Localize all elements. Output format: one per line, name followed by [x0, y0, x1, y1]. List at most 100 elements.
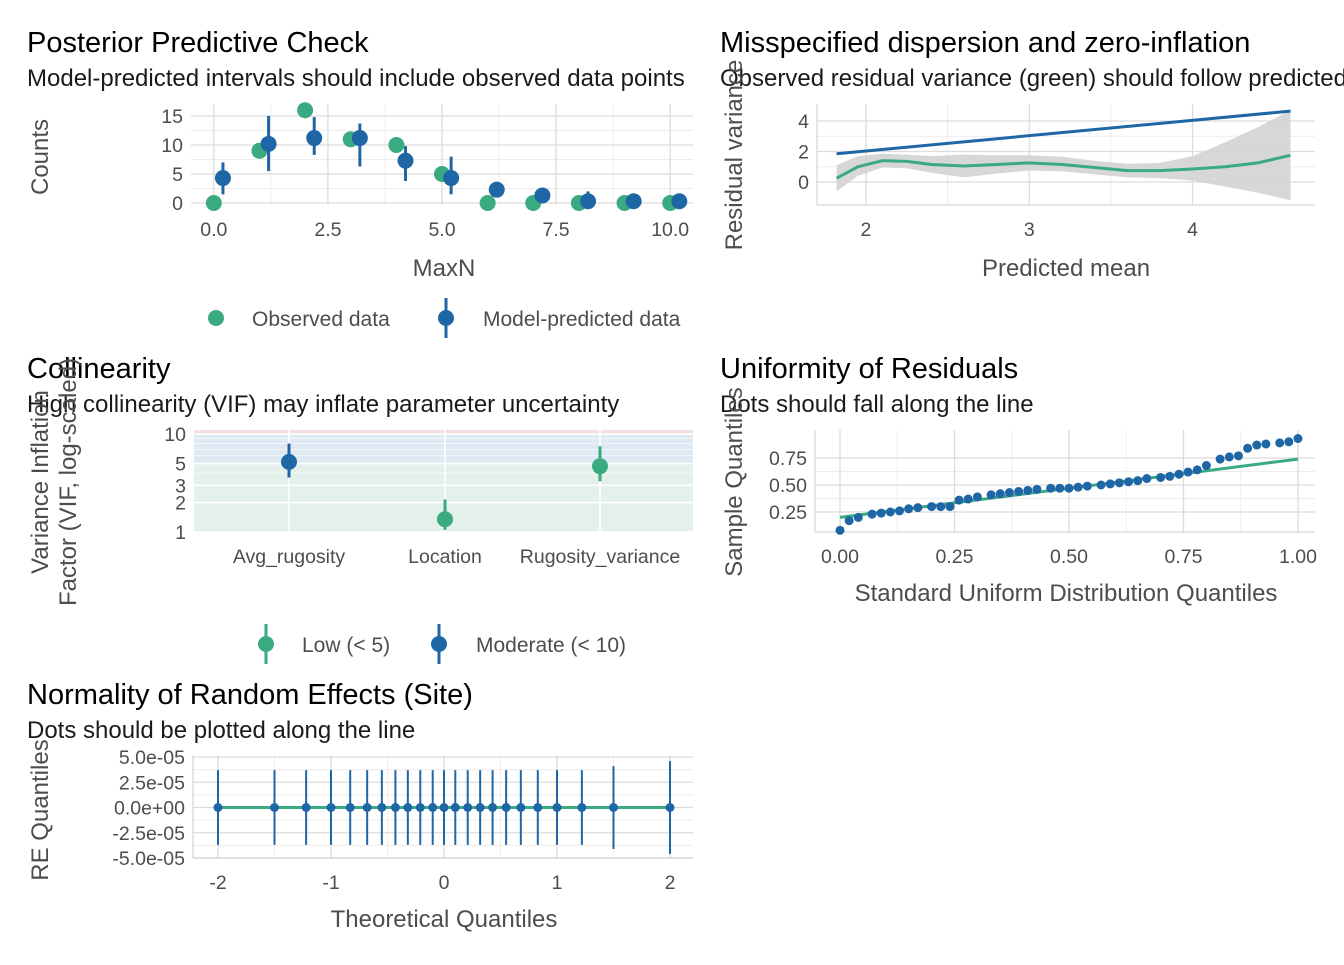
uniformity-point	[1055, 483, 1065, 493]
uniformity-ylabel: Sample Quantiles	[721, 387, 748, 576]
vif-xtick-label: Avg_rugosity	[233, 546, 346, 568]
observed-point	[388, 137, 405, 153]
ppc-plot-area: 0.0 2.5 5.0 7.5 10.0 0 5 10 15	[161, 102, 693, 241]
re-ytick-label: -5.0e-05	[112, 848, 185, 870]
ppc-panel: Posterior Predictive Check Model-predict…	[27, 27, 693, 338]
uniformity-point	[995, 489, 1005, 499]
uniformity-point	[1096, 480, 1106, 490]
uniformity-point	[1114, 478, 1124, 488]
uniformity-point	[1046, 483, 1056, 493]
dispersion-xtick-label: 2	[861, 219, 872, 241]
uniformity-panel: Uniformity of Residuals Dots should fall…	[720, 353, 1317, 607]
uniformity-point	[945, 502, 955, 512]
uniformity-point	[904, 504, 914, 514]
re-point	[609, 803, 618, 812]
collinearity-legend: Low (< 5) Moderate (< 10)	[258, 624, 626, 664]
re-xtick-label: 0	[439, 872, 450, 894]
re-ytick-label: 0.0e+00	[114, 798, 185, 820]
uniformity-point	[1224, 452, 1234, 462]
uniformity-xtick-label: 0.25	[936, 546, 974, 568]
legend-predicted-swatch	[438, 310, 454, 326]
vif-xtick-label: Location	[408, 546, 482, 568]
observed-variance-line	[835, 153, 1291, 180]
uniformity-subtitle: Dots should fall along the line	[720, 391, 1034, 418]
ppc-xlabel: MaxN	[413, 255, 476, 282]
uniformity-point	[1252, 440, 1262, 450]
uniformity-point	[1261, 439, 1271, 449]
dispersion-xtick-label: 3	[1024, 219, 1035, 241]
predicted-point	[671, 193, 688, 210]
collinearity-title: Collinearity	[27, 353, 171, 385]
re-xtick-label: -1	[322, 872, 339, 894]
uniformity-xtick-label: 1.00	[1279, 546, 1317, 568]
uniformity-point	[1243, 443, 1253, 453]
re-point	[213, 803, 223, 812]
ppc-ylabel: Counts	[27, 119, 54, 195]
uniformity-point	[913, 503, 923, 513]
uniformity-xtick-label: 0.00	[821, 546, 859, 568]
re-point	[488, 803, 498, 812]
predicted-point	[488, 181, 505, 198]
uniformity-point	[1183, 467, 1193, 477]
uniformity-point	[1082, 481, 1092, 491]
dispersion-panel: Misspecified dispersion and zero-inflati…	[720, 27, 1344, 282]
re-point	[463, 803, 473, 812]
uniformity-point	[1023, 485, 1033, 495]
uniformity-point	[1156, 472, 1166, 482]
dispersion-xlabel: Predicted mean	[982, 255, 1150, 282]
uniformity-point	[1284, 437, 1294, 447]
ppc-ytick-label: 15	[161, 106, 183, 128]
legend-moderate-label: Moderate (< 10)	[476, 634, 626, 657]
predicted-point	[214, 170, 231, 187]
re-normality-plot-area: -2 -1 0 1 2 -5.0e-05 -2.5e-05 0.0e+00 2.5e-05 5.0…	[112, 747, 693, 894]
re-xtick-label: 2	[665, 872, 676, 894]
re-point	[439, 803, 449, 812]
re-point	[301, 803, 311, 812]
uniformity-point	[1073, 482, 1083, 492]
re-point	[362, 803, 372, 812]
uniformity-ytick-label: 0.25	[769, 502, 807, 524]
predicted-point	[351, 130, 368, 147]
dispersion-plot-area: 2 3 4 0 2 4	[798, 104, 1315, 241]
ppc-xtick-label: 5.0	[428, 219, 455, 241]
uniformity-point	[963, 494, 973, 504]
re-point	[415, 803, 425, 812]
legend-low-label: Low (< 5)	[302, 634, 390, 657]
uniformity-point	[927, 502, 937, 512]
uniformity-point	[954, 495, 964, 505]
re-point	[428, 803, 438, 812]
uniformity-point	[853, 512, 863, 522]
uniformity-point	[1293, 434, 1303, 444]
vif-ytick-label: 10	[164, 424, 186, 446]
legend-observed-swatch	[208, 310, 224, 326]
vif-high-band	[194, 430, 693, 435]
dispersion-ytick-label: 2	[798, 142, 809, 164]
uniformity-point	[1142, 474, 1152, 484]
uniformity-point	[1124, 477, 1134, 487]
vif-ytick-label: 3	[175, 475, 186, 497]
uniformity-xlabel: Standard Uniform Distribution Quantiles	[855, 580, 1278, 607]
ppc-ytick-label: 5	[172, 164, 183, 186]
re-point	[516, 803, 526, 812]
predicted-point	[260, 135, 277, 152]
dispersion-subtitle: Observed residual variance (green) shoul…	[720, 65, 1344, 92]
uniformity-point	[885, 507, 895, 517]
ppc-ytick-label: 0	[172, 193, 183, 215]
uniformity-point	[895, 506, 905, 516]
ppc-subtitle: Model-predicted intervals should include…	[27, 65, 685, 92]
predicted-point	[580, 193, 597, 210]
uniformity-point	[1165, 471, 1175, 481]
uniformity-xtick-label: 0.75	[1165, 546, 1203, 568]
observed-point	[479, 195, 496, 211]
uniformity-point	[986, 490, 996, 500]
dispersion-ytick-label: 0	[798, 172, 809, 194]
re-ytick-label: 2.5e-05	[119, 772, 185, 794]
vif-ytick-label: 2	[175, 493, 186, 515]
re-point	[577, 803, 587, 812]
re-normality-title: Normality of Random Effects (Site)	[27, 679, 473, 711]
re-ytick-label: 5.0e-05	[119, 747, 185, 769]
predicted-point	[397, 152, 414, 169]
uniformity-point	[936, 502, 946, 512]
observed-point	[205, 195, 222, 211]
uniformity-point	[876, 508, 886, 518]
